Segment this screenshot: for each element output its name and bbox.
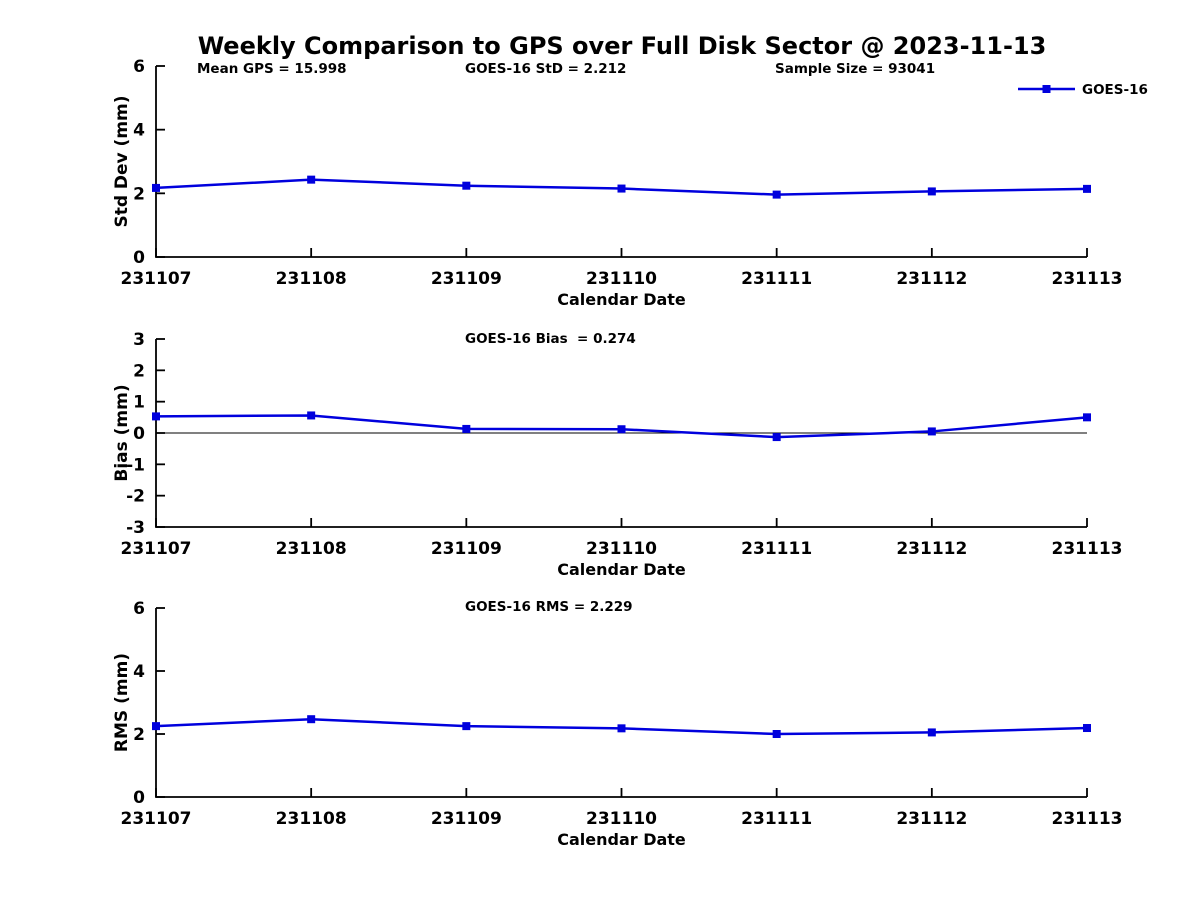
y-tick-label: 0: [133, 424, 145, 444]
data-point-marker: [617, 724, 626, 733]
y-tick-label: -3: [126, 518, 145, 538]
y-tick-label: 4: [133, 662, 145, 682]
x-tick-label: 231110: [586, 809, 657, 829]
x-tick-label: 231111: [741, 809, 812, 829]
y-tick-label: 3: [133, 330, 145, 350]
y-tick-label: 2: [133, 725, 145, 745]
data-point-marker: [772, 190, 781, 199]
x-tick-label: 231112: [896, 539, 967, 559]
x-tick-label: 231107: [121, 539, 192, 559]
x-tick-label: 231109: [431, 539, 502, 559]
x-tick-label: 231109: [431, 809, 502, 829]
data-point-marker: [462, 424, 471, 433]
data-point-marker: [927, 427, 936, 436]
x-tick-label: 231108: [276, 269, 347, 289]
x-tick-label: 231107: [121, 809, 192, 829]
data-point-marker: [307, 411, 316, 420]
data-point-marker: [462, 181, 471, 190]
x-tick-label: 231113: [1052, 809, 1123, 829]
y-tick-label: 2: [133, 361, 145, 381]
legend-marker: [1042, 85, 1051, 93]
y-tick-label: 6: [133, 599, 145, 619]
y-axis-title: RMS (mm): [112, 653, 132, 752]
x-tick-label: 231109: [431, 269, 502, 289]
data-point-marker: [772, 433, 781, 442]
data-point-marker: [1083, 724, 1091, 733]
x-tick-label: 231108: [276, 809, 347, 829]
x-tick-label: 231113: [1052, 269, 1123, 289]
x-tick-label: 231112: [896, 269, 967, 289]
x-tick-label: 231110: [586, 539, 657, 559]
y-tick-label: 2: [133, 184, 145, 204]
x-axis-title: Calendar Date: [557, 290, 686, 309]
y-tick-label: -2: [126, 487, 145, 507]
x-tick-label: 231113: [1052, 539, 1123, 559]
data-point-marker: [927, 728, 936, 737]
data-point-marker: [617, 184, 626, 193]
data-point-marker: [1083, 184, 1091, 193]
annotation-text: Sample Size = 93041: [775, 61, 935, 77]
y-tick-label: 6: [133, 57, 145, 77]
annotation-text: Mean GPS = 15.998: [197, 61, 347, 77]
annotation-text: GOES-16 RMS = 2.229: [465, 599, 633, 615]
data-point-marker: [152, 722, 160, 731]
data-point-marker: [462, 722, 471, 731]
data-point-marker: [617, 425, 626, 434]
y-tick-label: 0: [133, 788, 145, 808]
legend-label: GOES-16: [1082, 82, 1148, 98]
data-point-marker: [772, 730, 781, 738]
data-point-marker: [307, 715, 316, 724]
x-tick-label: 231112: [896, 809, 967, 829]
figure-title: Weekly Comparison to GPS over Full Disk …: [198, 32, 1047, 60]
data-point-marker: [152, 183, 160, 192]
data-point-marker: [1083, 413, 1091, 422]
y-axis-title: Std Dev (mm): [112, 95, 132, 227]
annotation-text: GOES-16 Bias = 0.274: [465, 331, 636, 347]
x-tick-label: 231111: [741, 539, 812, 559]
x-tick-label: 231111: [741, 269, 812, 289]
y-tick-label: 4: [133, 121, 145, 141]
x-axis-title: Calendar Date: [557, 560, 686, 579]
data-point-marker: [307, 175, 316, 184]
x-tick-label: 231107: [121, 269, 192, 289]
y-axis-title: Bias (mm): [112, 384, 132, 481]
data-point-marker: [152, 412, 160, 421]
data-point-marker: [927, 187, 936, 196]
x-tick-label: 231108: [276, 539, 347, 559]
y-tick-label: 1: [133, 393, 145, 413]
y-tick-label: -1: [126, 455, 145, 475]
x-tick-label: 231110: [586, 269, 657, 289]
x-axis-title: Calendar Date: [557, 830, 686, 849]
annotation-text: GOES-16 StD = 2.212: [465, 61, 626, 77]
y-tick-label: 0: [133, 248, 145, 268]
